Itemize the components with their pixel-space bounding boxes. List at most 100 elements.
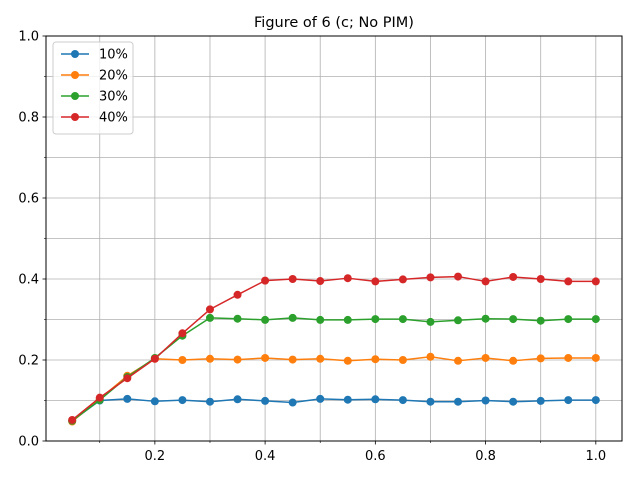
data-point — [178, 396, 187, 405]
data-point — [481, 396, 490, 405]
data-point — [178, 356, 187, 364]
y-tick-label: 0.6 — [18, 192, 39, 207]
legend-entry: 30% — [61, 90, 128, 105]
data-point — [398, 275, 407, 284]
series-line — [71, 398, 596, 422]
data-point — [564, 353, 573, 362]
data-point — [454, 272, 463, 281]
data-point — [536, 275, 545, 283]
data-point — [591, 396, 600, 405]
data-point — [426, 352, 435, 361]
data-point — [261, 276, 270, 285]
data-point — [591, 353, 600, 362]
series-layer — [68, 272, 600, 426]
data-point — [288, 398, 297, 407]
series-4 — [68, 272, 600, 424]
data-point — [481, 353, 490, 362]
data-point — [233, 314, 242, 323]
legend-label: 20% — [99, 69, 128, 84]
data-point — [261, 396, 270, 405]
legend-swatch-marker — [71, 113, 79, 121]
data-point — [481, 277, 490, 286]
x-tick-label: 0.6 — [365, 449, 386, 464]
legend-label: 30% — [99, 90, 128, 105]
data-point — [454, 397, 463, 406]
y-tick-label: 0.2 — [18, 354, 39, 369]
data-point — [371, 355, 380, 364]
data-point — [233, 395, 242, 404]
legend-entry: 40% — [61, 111, 128, 126]
data-point — [123, 394, 132, 403]
data-point — [316, 394, 325, 403]
data-point — [564, 315, 573, 324]
data-point — [564, 396, 573, 405]
data-point — [343, 315, 352, 324]
data-point — [343, 356, 352, 365]
legend-swatch-marker — [71, 92, 79, 100]
y-tick-label: 1.0 — [18, 30, 39, 45]
data-point — [509, 315, 518, 324]
data-point — [454, 316, 463, 325]
legend-swatch-marker — [71, 50, 79, 58]
legend-entry: 20% — [61, 69, 128, 84]
data-point — [509, 397, 518, 406]
x-tick-label: 0.2 — [145, 449, 166, 464]
data-point — [95, 393, 104, 402]
data-point — [205, 397, 214, 406]
data-point — [343, 395, 352, 404]
data-point — [426, 273, 435, 282]
data-point — [454, 356, 463, 365]
data-point — [371, 395, 380, 404]
data-point — [288, 275, 297, 283]
data-point — [398, 396, 407, 405]
legend-swatch-marker — [71, 71, 79, 79]
chart-title: Figure of 6 (c; No PIM) — [254, 15, 414, 31]
data-point — [481, 314, 490, 323]
axis-ticks: 0.2 0.4 0.6 0.8 1.0 0.0 0.2 0.4 0.6 0.8 1.0 — [18, 30, 606, 465]
data-point — [316, 277, 325, 286]
data-point — [150, 397, 159, 406]
data-point — [591, 315, 600, 324]
data-point — [509, 356, 518, 365]
x-tick-label: 1.0 — [585, 449, 606, 464]
data-point — [398, 356, 407, 364]
data-point — [205, 305, 214, 314]
y-tick-label: 0.4 — [18, 273, 39, 288]
series-1 — [68, 394, 600, 425]
data-point — [371, 277, 380, 286]
legend: 10% 20% 30% 40% — [52, 41, 134, 135]
data-point — [288, 313, 297, 322]
data-point — [150, 354, 159, 363]
legend-box — [52, 41, 134, 135]
data-point — [398, 315, 407, 324]
data-point — [564, 277, 573, 286]
y-tick-label: 0.0 — [18, 435, 39, 450]
data-point — [205, 354, 214, 363]
series-line — [71, 275, 596, 421]
data-point — [261, 315, 270, 324]
data-point — [123, 374, 132, 383]
data-point — [178, 329, 187, 338]
data-point — [536, 316, 545, 325]
data-point — [343, 274, 352, 283]
data-point — [536, 396, 545, 405]
data-point — [536, 354, 545, 363]
data-point — [426, 317, 435, 326]
data-point — [316, 354, 325, 363]
legend-entry: 10% — [61, 48, 128, 63]
data-point — [261, 353, 270, 362]
data-point — [288, 355, 297, 364]
data-point — [316, 315, 325, 324]
legend-label: 10% — [99, 48, 128, 63]
data-point — [591, 277, 600, 286]
data-point — [426, 397, 435, 406]
data-point — [509, 272, 518, 281]
x-tick-label: 0.8 — [475, 449, 496, 464]
data-point — [233, 290, 242, 299]
x-tick-label: 0.4 — [255, 449, 276, 464]
legend-label: 40% — [99, 111, 128, 126]
data-point — [68, 415, 77, 424]
y-tick-label: 0.8 — [18, 111, 39, 126]
series-line — [71, 356, 596, 423]
